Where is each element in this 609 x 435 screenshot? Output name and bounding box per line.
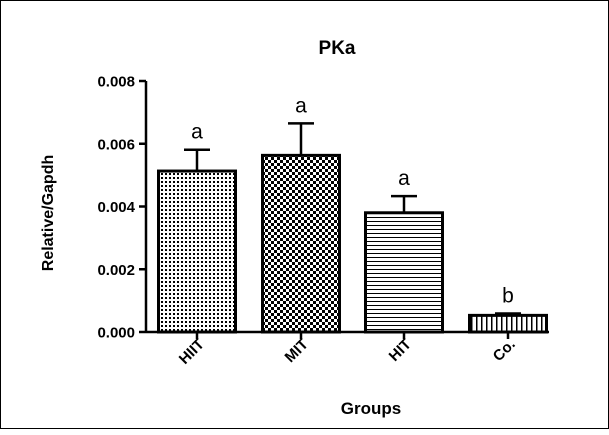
- significance-label: a: [398, 167, 410, 190]
- y-tick-label: 0.002: [97, 262, 135, 279]
- significance-label: a: [295, 94, 307, 117]
- bar-mit: [261, 153, 341, 334]
- x-tick-label: HIIT: [176, 336, 208, 368]
- bar-hiit: [157, 169, 237, 334]
- x-axis-label: Groups: [341, 399, 401, 418]
- x-tick-label: HIT: [386, 336, 415, 365]
- y-tick-label: 0.000: [97, 325, 135, 342]
- chart-title: PKa: [319, 38, 356, 59]
- y-tick-label: 0.008: [97, 74, 135, 91]
- y-tick-label: 0.006: [97, 136, 135, 153]
- significance-label: b: [502, 284, 514, 307]
- x-tick-label: Co.: [490, 336, 519, 365]
- y-axis-label: Relative/Gapdh: [40, 155, 57, 271]
- x-tick-label: MIT: [282, 336, 312, 366]
- y-tick-label: 0.004: [97, 199, 135, 216]
- bar-hit: [364, 211, 444, 334]
- bar-co: [468, 313, 548, 334]
- significance-label: a: [191, 121, 203, 144]
